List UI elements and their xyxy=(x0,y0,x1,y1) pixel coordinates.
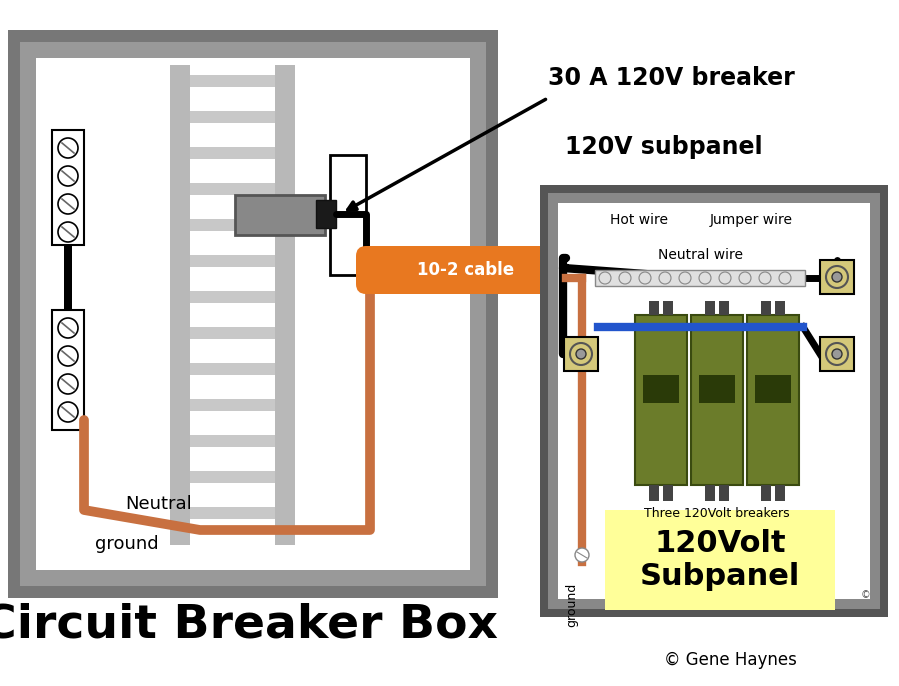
Bar xyxy=(649,301,659,315)
Bar xyxy=(719,485,729,501)
Circle shape xyxy=(826,266,848,288)
Bar xyxy=(20,42,486,586)
Bar xyxy=(755,375,791,403)
Bar xyxy=(190,255,275,267)
Text: ground: ground xyxy=(95,535,158,553)
Text: © Gene Haynes: © Gene Haynes xyxy=(663,651,797,669)
Bar xyxy=(649,485,659,501)
Bar xyxy=(316,200,336,228)
Text: 10-2 cable: 10-2 cable xyxy=(417,261,514,279)
Circle shape xyxy=(619,272,631,284)
Circle shape xyxy=(639,272,651,284)
Bar xyxy=(190,363,275,375)
Bar xyxy=(761,485,771,501)
Circle shape xyxy=(679,272,691,284)
Bar xyxy=(719,301,729,315)
Circle shape xyxy=(576,349,586,359)
Bar xyxy=(190,327,275,339)
Bar xyxy=(558,203,870,599)
Text: Hot wire: Hot wire xyxy=(610,213,668,227)
Bar xyxy=(663,485,673,501)
Text: Jumper wire: Jumper wire xyxy=(710,213,793,227)
Bar xyxy=(705,301,715,315)
Bar xyxy=(52,130,84,245)
Bar xyxy=(820,260,854,294)
Bar xyxy=(605,510,835,610)
Bar xyxy=(663,301,673,315)
Circle shape xyxy=(58,346,78,366)
Bar xyxy=(190,147,275,159)
Bar xyxy=(330,155,366,275)
Bar xyxy=(170,65,190,545)
Bar xyxy=(761,301,771,315)
Circle shape xyxy=(58,166,78,186)
Bar xyxy=(775,485,785,501)
Circle shape xyxy=(779,272,791,284)
Circle shape xyxy=(659,272,671,284)
Circle shape xyxy=(58,138,78,158)
Bar xyxy=(540,185,888,617)
Circle shape xyxy=(599,272,611,284)
Circle shape xyxy=(58,194,78,214)
Circle shape xyxy=(699,272,711,284)
Circle shape xyxy=(570,343,592,365)
Circle shape xyxy=(719,272,731,284)
Bar xyxy=(548,193,880,609)
Bar xyxy=(190,219,275,231)
Circle shape xyxy=(58,374,78,394)
Text: Neutral: Neutral xyxy=(125,495,191,513)
Text: Three 120Volt breakers: Three 120Volt breakers xyxy=(645,507,790,520)
Circle shape xyxy=(58,318,78,338)
Text: Neutral wire: Neutral wire xyxy=(657,248,743,262)
Bar xyxy=(595,270,805,286)
Text: ground: ground xyxy=(565,583,578,627)
Circle shape xyxy=(58,402,78,422)
Circle shape xyxy=(832,349,842,359)
Circle shape xyxy=(739,272,751,284)
Bar xyxy=(64,245,72,310)
Bar xyxy=(564,337,598,371)
Bar xyxy=(36,58,470,570)
Circle shape xyxy=(832,272,842,282)
Bar xyxy=(643,375,679,403)
Bar xyxy=(820,337,854,371)
Bar xyxy=(52,310,84,430)
Bar xyxy=(235,195,325,235)
Bar xyxy=(190,183,275,195)
Text: ©: © xyxy=(861,590,871,600)
FancyBboxPatch shape xyxy=(356,246,576,294)
Bar xyxy=(775,301,785,315)
Bar xyxy=(747,315,799,485)
Text: Circuit Breaker Box: Circuit Breaker Box xyxy=(0,603,498,648)
Circle shape xyxy=(575,548,589,562)
Text: 30 A 120V breaker: 30 A 120V breaker xyxy=(548,66,795,90)
Bar xyxy=(190,291,275,303)
Bar xyxy=(699,375,735,403)
Circle shape xyxy=(826,343,848,365)
Bar xyxy=(275,65,295,545)
Bar xyxy=(190,399,275,411)
Bar xyxy=(190,507,275,519)
Circle shape xyxy=(759,272,771,284)
Circle shape xyxy=(58,222,78,242)
Bar xyxy=(635,315,687,485)
Text: 120Volt
Subpanel: 120Volt Subpanel xyxy=(640,529,800,591)
Bar xyxy=(8,30,498,598)
Bar xyxy=(190,111,275,123)
Bar xyxy=(190,471,275,483)
Bar xyxy=(691,315,743,485)
Bar xyxy=(705,485,715,501)
Bar xyxy=(190,75,275,87)
Bar xyxy=(190,435,275,447)
Text: 120V subpanel: 120V subpanel xyxy=(565,135,762,159)
